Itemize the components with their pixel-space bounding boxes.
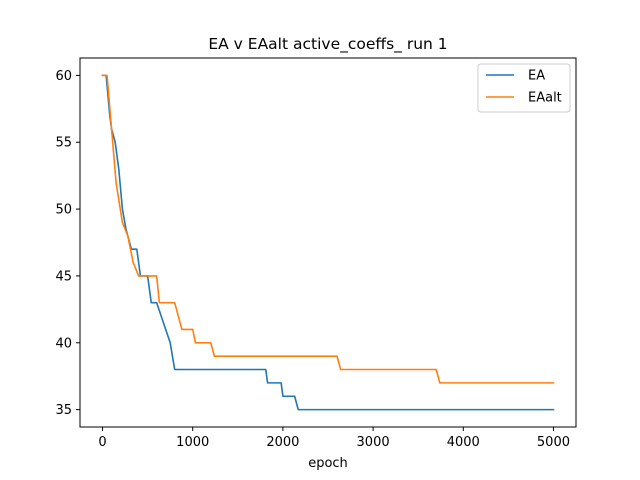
legend-label-ea: EA (528, 69, 545, 84)
x-tick-label: 1000 (176, 435, 209, 450)
y-tick-label: 40 (55, 336, 72, 351)
x-axis-label: epoch (308, 456, 348, 471)
series-line-eaalt (101, 74, 555, 384)
y-tick-label: 50 (55, 203, 72, 218)
series-line-ea (101, 74, 555, 411)
chart-title: EA v EAalt active_coeffs_ run 1 (208, 35, 447, 54)
y-tick-label: 35 (55, 403, 72, 418)
plot-lines (101, 74, 555, 411)
x-axis: 0 1000 2000 3000 4000 5000 (98, 427, 570, 450)
legend-box (477, 63, 571, 113)
plot-frame (79, 57, 577, 428)
y-tick-label: 45 (55, 269, 72, 284)
x-tick-label: 0 (98, 435, 106, 450)
legend: EA EAalt (477, 63, 571, 113)
x-tick-label: 5000 (537, 435, 570, 450)
x-tick-label: 4000 (447, 435, 480, 450)
x-tick-label: 3000 (357, 435, 390, 450)
y-tick-label: 60 (55, 69, 72, 84)
legend-label-eaalt: EAalt (528, 91, 562, 106)
x-tick-label: 2000 (266, 435, 299, 450)
y-tick-label: 55 (55, 136, 72, 151)
y-axis: 35 40 45 50 55 60 (55, 69, 80, 418)
